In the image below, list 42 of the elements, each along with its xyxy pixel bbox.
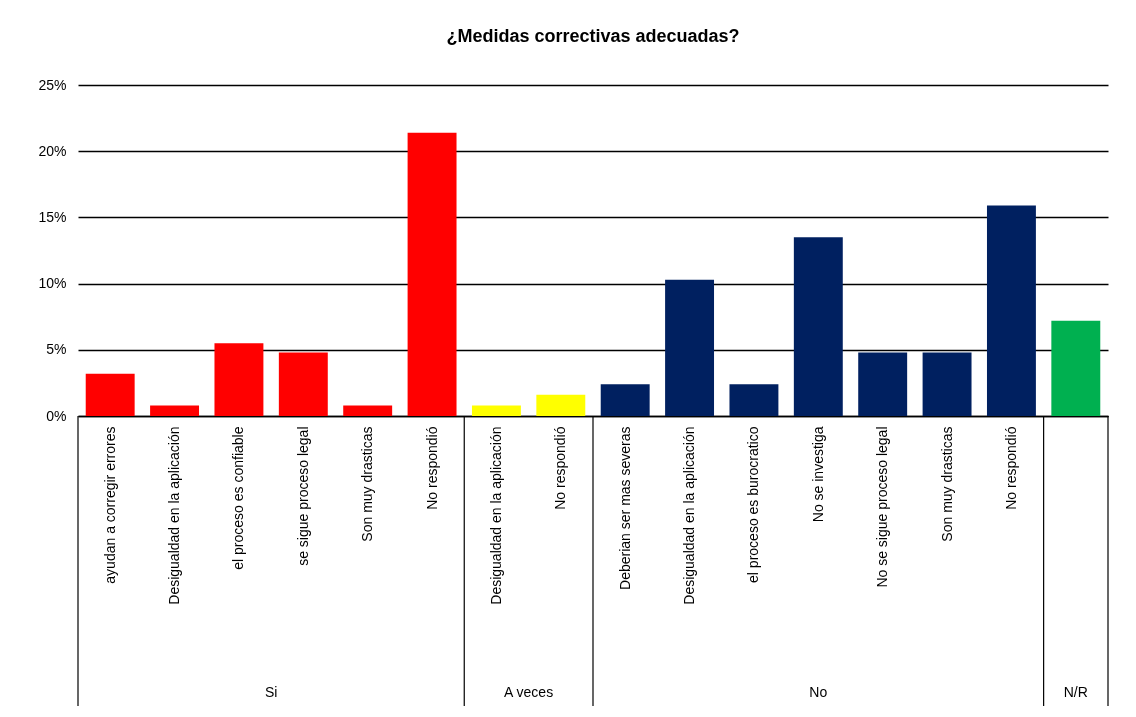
x-tick-label: se sigue proceso legal	[294, 426, 311, 566]
x-tick-label: Desigualdad en la aplicación	[487, 426, 504, 605]
bar	[85, 373, 135, 416]
text: Si	[264, 684, 278, 700]
y-tick-label: 5%	[46, 341, 67, 358]
bar	[536, 394, 586, 416]
chart-title: ¿Medidas correctivas adecuadas?	[446, 26, 740, 46]
bar	[407, 132, 457, 416]
bar	[278, 352, 328, 416]
text: N/R	[1063, 684, 1088, 700]
bar	[793, 237, 843, 416]
x-tick-label: ayudan a corregir errores	[101, 426, 118, 584]
bar	[471, 405, 521, 416]
x-tick-label: Deberian ser mas severas	[616, 426, 633, 590]
bar	[922, 352, 972, 416]
x-tick-label: Son muy drasticas	[359, 426, 376, 542]
x-tick-label: No se sigue proceso legal	[874, 426, 891, 588]
y-tick-label: 0%	[46, 407, 67, 424]
bar	[214, 343, 264, 416]
bar	[343, 405, 393, 416]
bar	[665, 279, 715, 416]
y-tick-label: 15%	[38, 208, 67, 225]
x-tick-label: el proceso es burocratico	[745, 426, 762, 583]
bar	[729, 384, 779, 416]
bar	[600, 384, 650, 416]
x-tick-label: Desigualdad en la aplicación	[681, 426, 698, 605]
x-tick-label: Son muy drasticas	[938, 426, 955, 542]
text: No	[809, 684, 828, 700]
y-tick-label: 20%	[38, 142, 67, 159]
x-tick-label: Desigualdad en la aplicación	[166, 426, 183, 605]
x-tick-label: No respondió	[423, 426, 440, 510]
bar	[858, 352, 908, 416]
bar	[986, 205, 1036, 416]
x-tick-label: el proceso es confiable	[230, 426, 247, 570]
x-tick-label: No se investiga	[809, 426, 826, 523]
y-tick-label: 25%	[38, 76, 67, 93]
x-tick-label: No respondió	[1002, 426, 1019, 510]
bar	[150, 405, 200, 416]
bar	[1051, 320, 1101, 416]
x-tick-label: No respondió	[552, 426, 569, 510]
y-tick-label: 10%	[38, 275, 67, 292]
text: A veces	[504, 684, 554, 700]
